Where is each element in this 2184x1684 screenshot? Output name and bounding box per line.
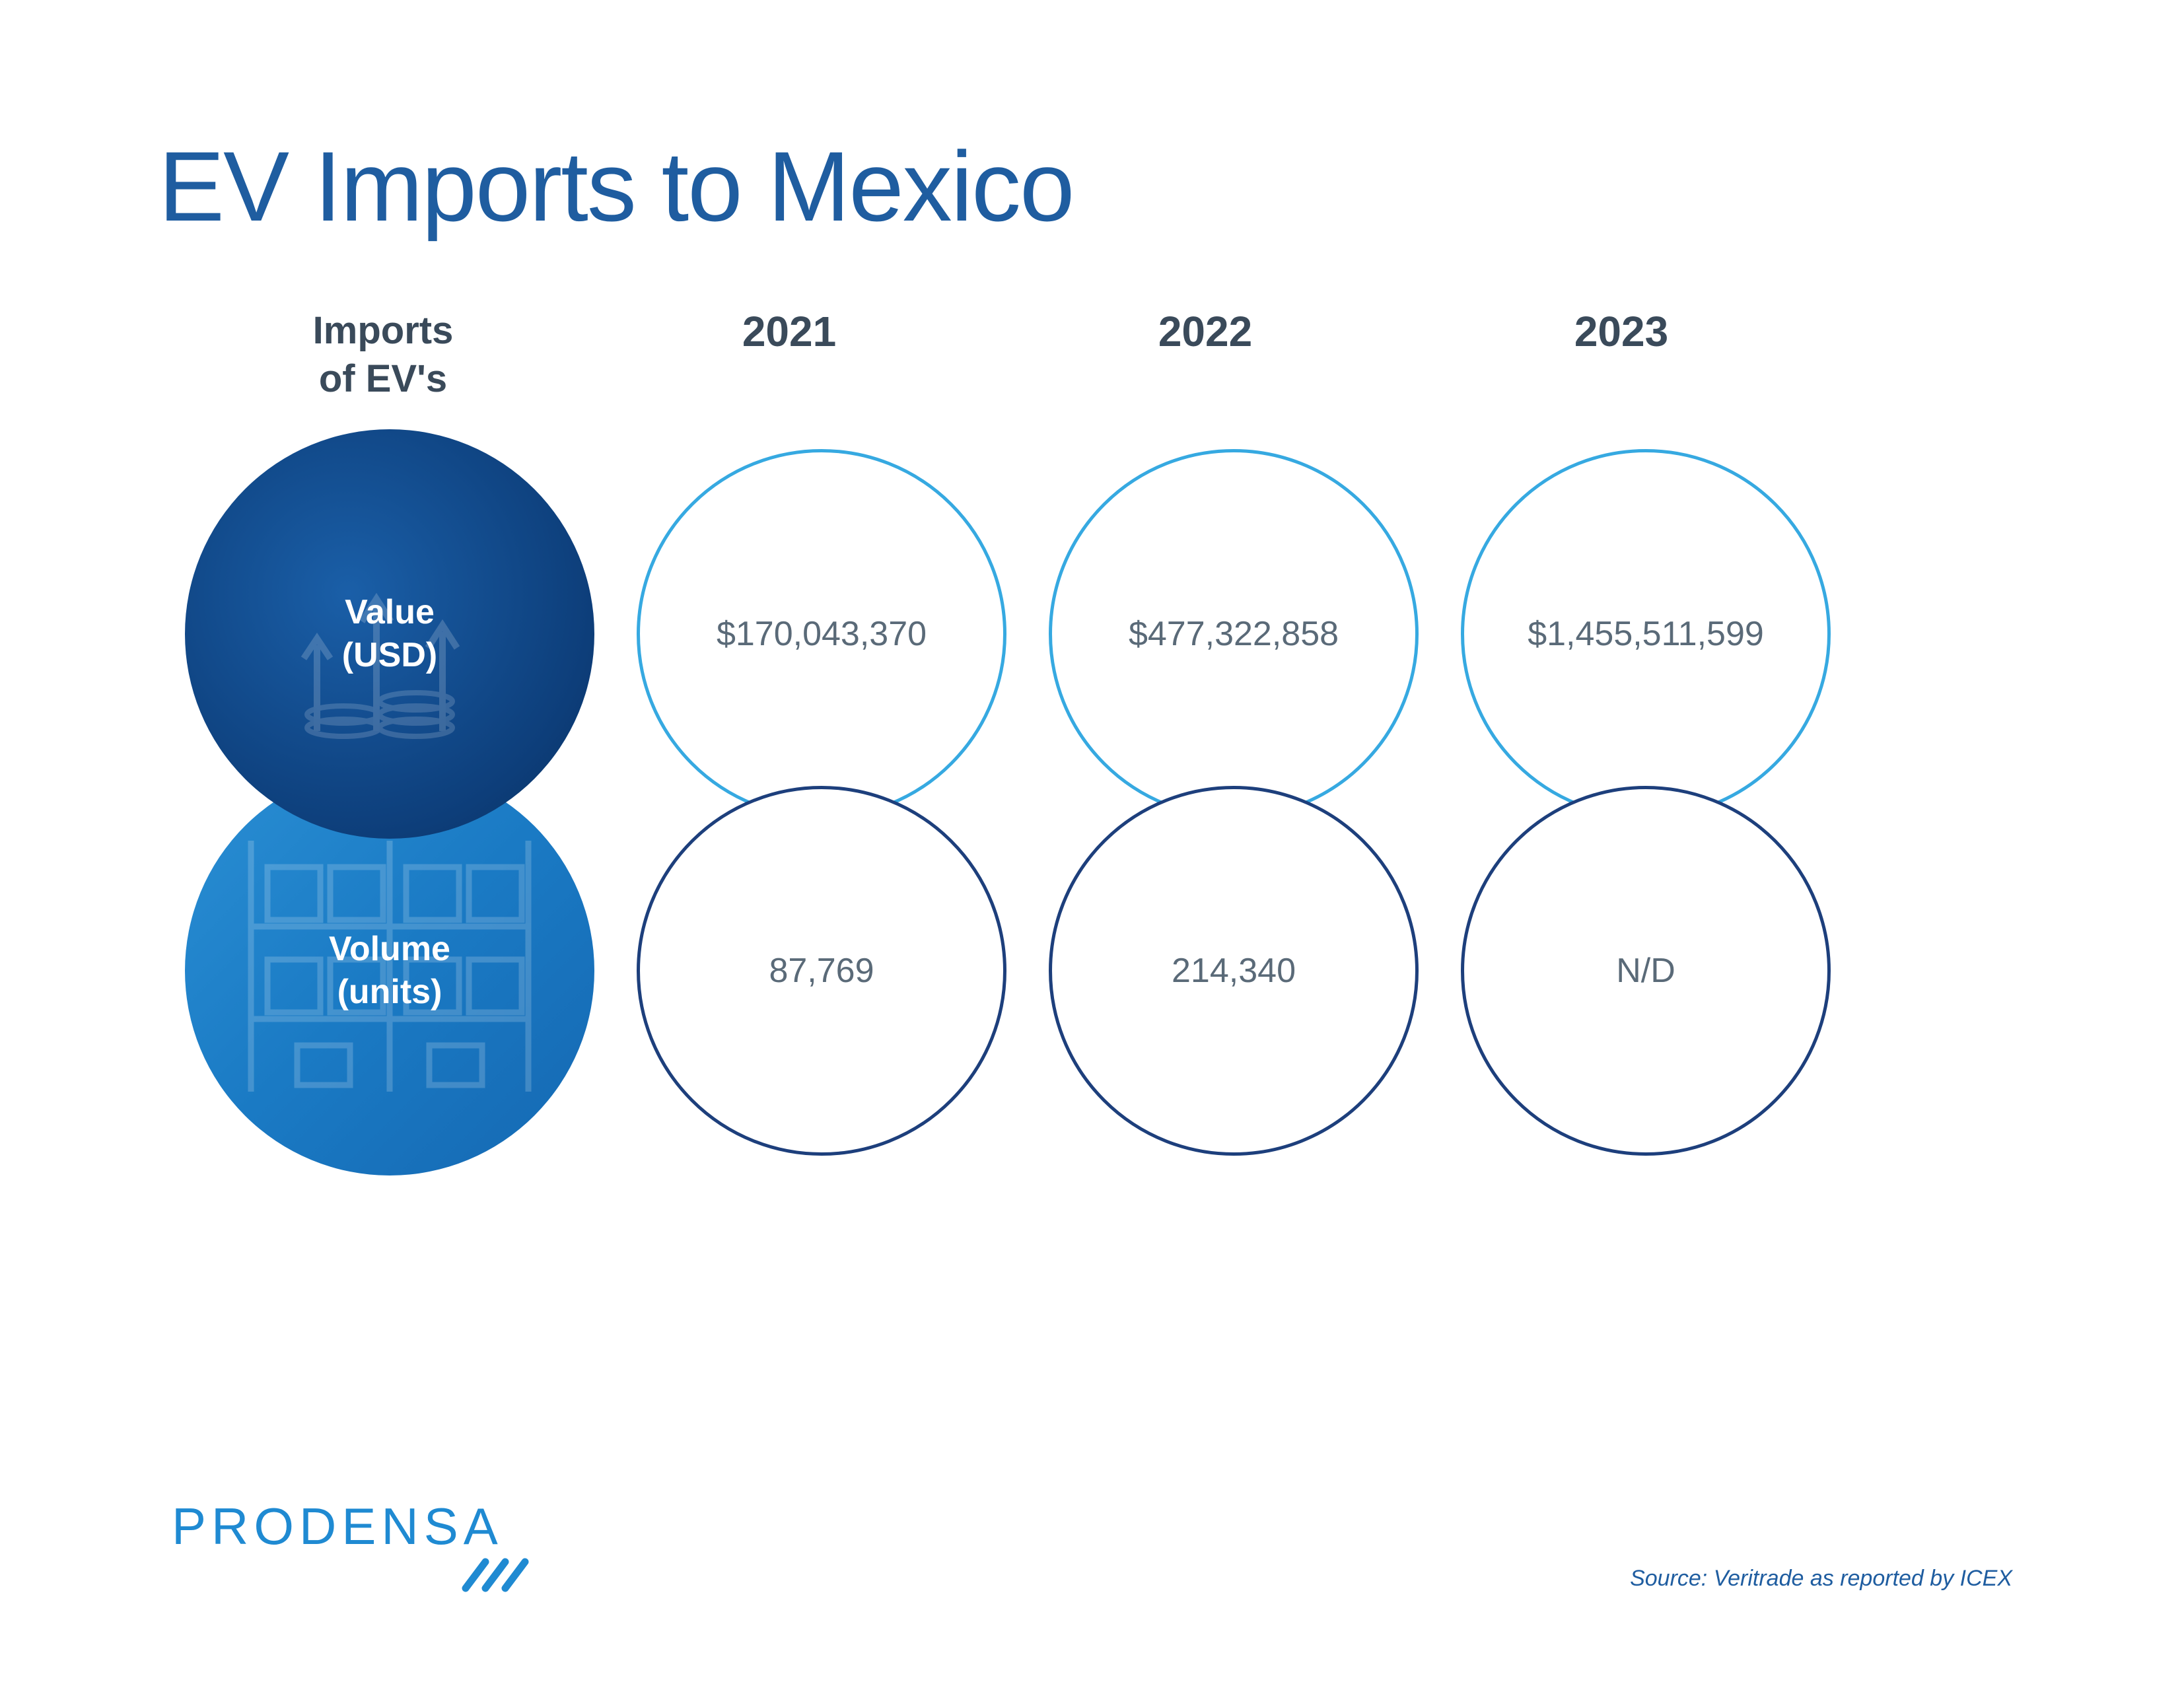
imports-header: Imports of EV's (185, 307, 581, 403)
footer: PRODENSA Source: Veritrade as reported b… (172, 1496, 2012, 1598)
value-circle-2022: $477,322,858 (1049, 449, 1419, 819)
volume-circle-2021: 87,769 (637, 786, 1006, 1156)
imports-header-line1: Imports (185, 307, 581, 355)
logo-text: PRODENSA (172, 1496, 503, 1557)
value-circle-2023: $1,455,511,599 (1461, 449, 1831, 819)
imports-header-line2: of EV's (185, 355, 581, 403)
year-header-2022: 2022 (997, 307, 1413, 356)
column-headers-row: Imports of EV's 2021 2022 2023 (185, 307, 2025, 403)
year-header-2021: 2021 (581, 307, 997, 356)
volume-2021: 87,769 (769, 951, 874, 991)
value-2022: $477,322,858 (1129, 614, 1339, 654)
value-label-line1: Value (345, 591, 435, 634)
value-circle-2021: $170,043,370 (637, 449, 1006, 819)
year-header-2023: 2023 (1413, 307, 1829, 356)
volume-2022: 214,340 (1172, 951, 1296, 991)
prodensa-logo: PRODENSA (172, 1496, 535, 1598)
value-2021: $170,043,370 (717, 614, 927, 654)
volume-label-line1: Volume (329, 928, 450, 971)
volume-circle-2022: 214,340 (1049, 786, 1419, 1156)
year-label: 2023 (1413, 307, 1829, 356)
volume-2023: N/D (1616, 951, 1675, 991)
page-title: EV Imports to Mexico (159, 132, 2025, 241)
volume-circle-2023: N/D (1461, 786, 1831, 1156)
year-label: 2022 (997, 307, 1413, 356)
source-citation: Source: Veritrade as reported by ICEX (1630, 1566, 2012, 1592)
circles-container: Value (USD) $170,043,370 $477,322,858 $1… (185, 429, 2025, 1129)
value-label-circle: Value (USD) (185, 429, 594, 839)
year-label: 2021 (581, 307, 997, 356)
value-2023: $1,455,511,599 (1528, 614, 1764, 654)
logo-slashes-icon (456, 1555, 535, 1598)
data-grid: Imports of EV's 2021 2022 2023 (185, 307, 2025, 1129)
value-label-line2: (USD) (342, 634, 437, 677)
volume-label-line2: (units) (337, 971, 442, 1014)
